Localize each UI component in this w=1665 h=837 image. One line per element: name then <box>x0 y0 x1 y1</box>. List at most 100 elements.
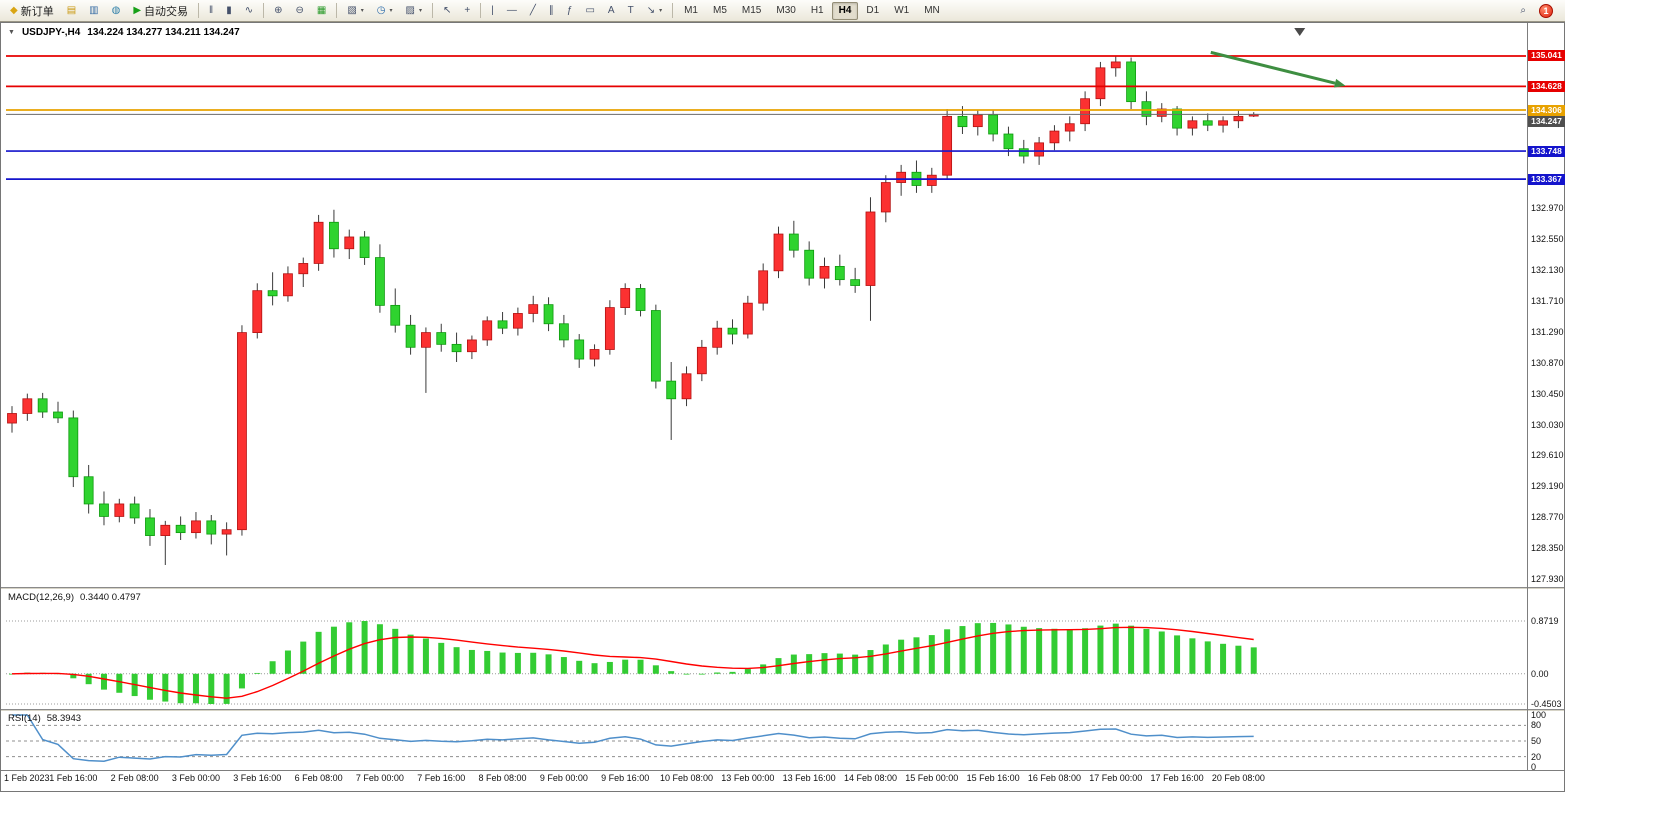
candle <box>1034 142 1045 157</box>
shapes-button[interactable]: ▭ <box>579 2 600 20</box>
timeframe-h1-button[interactable]: H1 <box>804 2 831 20</box>
horizontal-line-button[interactable]: — <box>501 2 523 20</box>
notifications-badge[interactable]: 1 <box>1539 3 1553 18</box>
tile-windows-button[interactable]: ▦ <box>311 2 332 20</box>
candle <box>512 313 523 329</box>
chart-plot[interactable] <box>1 23 1564 791</box>
macd-histogram-bar <box>85 673 92 685</box>
macd-histogram-bar <box>1112 623 1119 674</box>
data-window-button[interactable]: ▥ <box>83 2 104 20</box>
data-window-icon: ▥ <box>89 4 99 16</box>
zoom-out-button[interactable]: ⊖ <box>289 2 309 20</box>
market-watch-button[interactable]: ▤ <box>61 2 82 20</box>
timeframe-m30-button[interactable]: M30 <box>769 2 802 20</box>
price-tick-label: 132.130 <box>1531 265 1564 276</box>
zoom-in-button[interactable]: ⊕ <box>268 2 288 20</box>
time-tick-label: 20 Feb 08:00 <box>1211 773 1265 783</box>
macd-histogram-bar <box>346 622 353 674</box>
new-chart-button[interactable]: ▧ ▾ <box>341 2 369 20</box>
timeframe-d1-button[interactable]: D1 <box>859 2 886 20</box>
time-tick-label: 3 Feb 00:00 <box>171 773 220 783</box>
candle <box>942 115 953 176</box>
channel-button[interactable]: ∥ <box>543 2 560 20</box>
toolbar-separator <box>672 3 674 18</box>
macd-histogram-bar <box>974 623 981 674</box>
candle <box>466 339 477 353</box>
candle <box>145 517 155 536</box>
candle <box>865 211 876 286</box>
candle <box>1064 123 1075 132</box>
one-click-trading-expander[interactable]: ▼ <box>8 29 15 36</box>
price-axis-line <box>1527 23 1528 770</box>
text-button[interactable]: A <box>602 2 621 20</box>
candle <box>1003 133 1014 150</box>
vertical-line-icon: | <box>491 4 494 16</box>
macd-histogram-bar <box>1220 643 1227 674</box>
time-tick-label: 1 Feb 2023 <box>4 773 50 783</box>
candle <box>421 332 431 348</box>
macd-histogram-bar <box>560 657 567 674</box>
trendline-button[interactable]: ╱ <box>524 2 542 20</box>
candle <box>528 304 539 314</box>
candle <box>727 327 738 335</box>
macd-histogram-bar <box>1250 647 1257 674</box>
chart-shift-marker[interactable] <box>1294 28 1306 36</box>
macd-axis-label: 0.8719 <box>1531 616 1559 626</box>
candle <box>589 349 600 360</box>
toolbar-button-label: MN <box>924 5 940 16</box>
candlestick-chart-button[interactable]: ▮ <box>220 2 238 20</box>
candle <box>1156 108 1167 117</box>
text-label-button[interactable]: T <box>622 2 640 20</box>
bar-chart-button[interactable]: ǁ <box>203 2 219 20</box>
autotrading-button[interactable]: ▶ 自动交易 <box>127 2 194 20</box>
timeframe-mn-button[interactable]: MN <box>917 2 947 20</box>
timeframe-m1-button[interactable]: M1 <box>677 2 705 20</box>
trend-arrow-head[interactable] <box>1333 78 1346 88</box>
candle <box>543 304 554 325</box>
macd-histogram-bar <box>284 650 291 674</box>
macd-axis-label: -0.4503 <box>1531 699 1562 709</box>
crosshair-button[interactable]: + <box>458 2 476 20</box>
macd-histogram-bar <box>760 664 767 674</box>
vertical-line-button[interactable]: | <box>485 2 500 20</box>
macd-panel-splitter[interactable] <box>1 587 1564 589</box>
candle <box>666 380 677 400</box>
timeframe-h4-button[interactable]: H4 <box>831 1 859 20</box>
shapes-icon: ▭ <box>585 4 595 16</box>
macd-histogram-bar <box>882 644 889 674</box>
timeframe-m5-button[interactable]: M5 <box>706 2 734 20</box>
timeframe-w1-button[interactable]: W1 <box>887 2 916 20</box>
candle <box>206 520 217 535</box>
chart-window[interactable]: ▼ USDJPY-,H4 134.224 134.277 134.211 134… <box>0 22 1565 792</box>
navigator-icon: ◍ <box>111 4 121 16</box>
macd-histogram-bar <box>729 671 736 674</box>
timeframe-m15-button[interactable]: M15 <box>735 2 768 20</box>
candle <box>482 320 493 341</box>
toolbar-button-label: 新订单 <box>20 5 54 18</box>
macd-histogram-bar <box>668 671 675 674</box>
time-tick-label: 2 Feb 08:00 <box>110 773 159 783</box>
fibonacci-icon: ƒ <box>566 4 573 16</box>
macd-histogram-bar <box>867 650 874 674</box>
candle <box>68 417 79 478</box>
template-button[interactable]: ▨ ▾ <box>400 2 428 20</box>
fibonacci-button[interactable]: ƒ <box>561 2 579 20</box>
period-button[interactable]: ◷ ▾ <box>371 2 399 20</box>
navigator-button[interactable]: ◍ <box>106 2 127 20</box>
rsi-value: 58.3943 <box>46 713 82 724</box>
candle <box>359 236 370 258</box>
cursor-button[interactable]: ↖ <box>437 2 457 20</box>
trend-arrow-line[interactable] <box>1210 50 1336 85</box>
new-order-button[interactable]: ◆ 新订单 <box>4 2 60 20</box>
line-chart-button[interactable]: ∿ <box>239 2 259 20</box>
rsi-panel-splitter[interactable] <box>1 709 1564 711</box>
price-line-badge: 133.367 <box>1528 173 1565 185</box>
macd-histogram-bar <box>944 629 951 674</box>
candle <box>329 221 339 250</box>
search-button[interactable]: ⌕ <box>1514 2 1532 20</box>
candle <box>620 288 631 308</box>
candle <box>37 398 48 413</box>
macd-signal-line <box>11 626 1254 699</box>
dropdown-caret-icon: ▾ <box>360 8 364 14</box>
arrows-button[interactable]: ↘ ▾ <box>641 2 668 20</box>
